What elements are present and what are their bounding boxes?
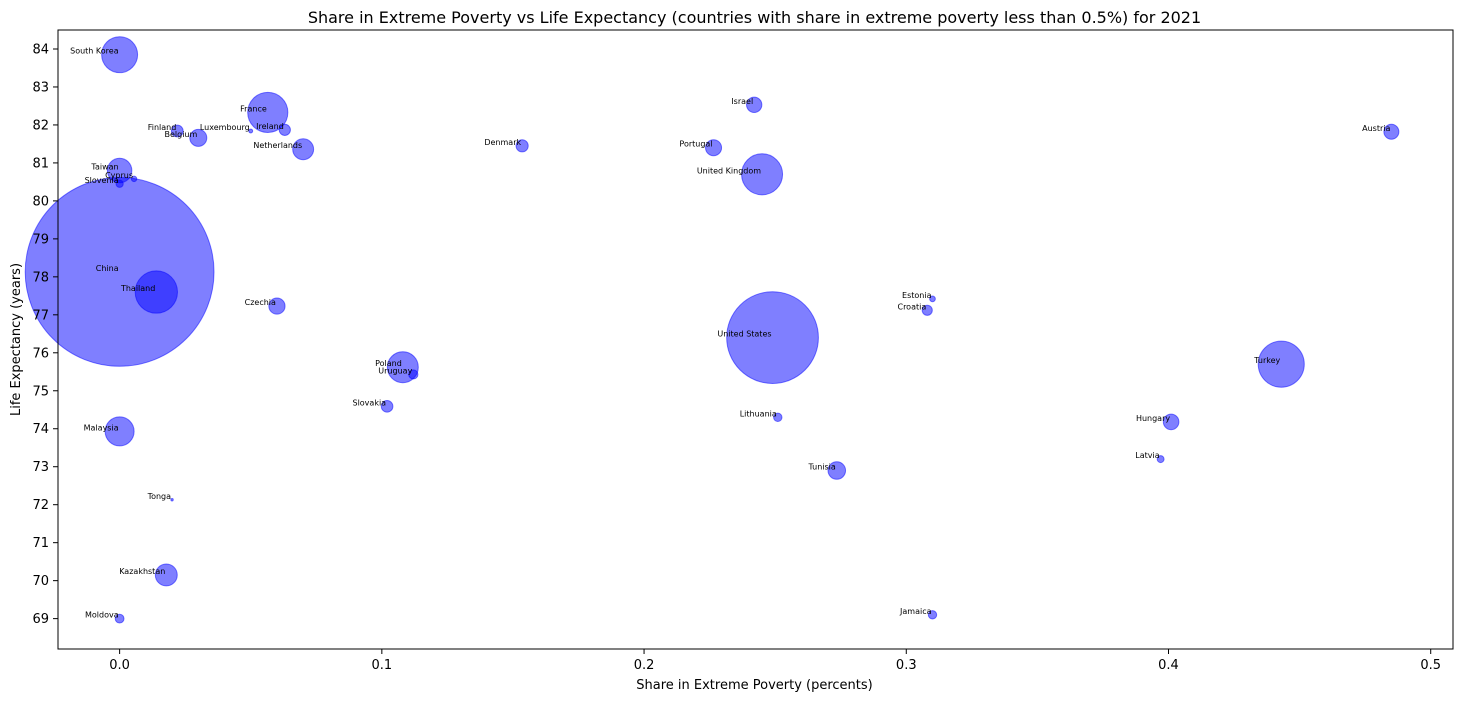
- point-finland: [170, 124, 184, 138]
- point-uruguay: [408, 369, 419, 380]
- y-tick-label: 75: [32, 384, 49, 399]
- point-label-moldova: Moldova: [85, 611, 119, 620]
- point-label-turkey: Turkey: [1253, 356, 1280, 365]
- point-label-poland: Poland: [375, 359, 402, 368]
- point-label-latvia: Latvia: [1135, 451, 1159, 460]
- point-united-kingdom: [741, 153, 784, 196]
- point-label-netherlands: Netherlands: [253, 141, 302, 150]
- y-tick-label: 70: [32, 574, 49, 589]
- point-united-states: [726, 291, 819, 384]
- point-slovakia: [380, 400, 394, 413]
- y-tick-label: 73: [32, 460, 49, 475]
- point-label-denmark: Denmark: [484, 138, 521, 147]
- point-lithuania: [773, 412, 783, 423]
- point-label-belgium: Belgium: [164, 130, 197, 139]
- point-label-slovakia: Slovakia: [352, 398, 386, 407]
- point-label-taiwan: Taiwan: [90, 163, 118, 172]
- point-label-lithuania: Lithuania: [740, 409, 777, 418]
- point-label-israel: Israel: [731, 97, 753, 106]
- point-ireland: [278, 123, 291, 136]
- y-tick-label: 74: [32, 422, 49, 437]
- y-tick-label: 78: [32, 270, 49, 285]
- y-tick-label: 80: [32, 194, 49, 209]
- x-tick-label: 0.3: [896, 658, 917, 673]
- point-label-south-korea: South Korea: [70, 47, 119, 56]
- point-label-france: France: [240, 104, 267, 113]
- point-label-malaysia: Malaysia: [84, 423, 119, 432]
- point-tunisia: [827, 461, 847, 480]
- point-croatia: [921, 304, 933, 316]
- point-latvia: [1156, 455, 1165, 464]
- point-south-korea: [101, 36, 139, 74]
- x-axis: 0.0 0.1 0.2 0.3 0.4 0.5: [109, 649, 1441, 673]
- point-tonga: [170, 498, 174, 502]
- plot-frame: [57, 29, 1454, 650]
- point-label-austria: Austria: [1362, 124, 1390, 133]
- point-malaysia: [104, 416, 135, 447]
- point-austria: [1383, 123, 1400, 140]
- point-belgium: [189, 128, 208, 147]
- x-tick-label: 0.2: [634, 658, 655, 673]
- chart-title: Share in Extreme Poverty vs Life Expecta…: [308, 8, 1201, 27]
- point-turkey: [1257, 340, 1305, 388]
- point-portugal: [705, 139, 723, 157]
- point-luxembourg: [248, 128, 254, 134]
- point-label-tunisia: Tunisia: [807, 463, 835, 472]
- point-label-uruguay: Uruguay: [378, 366, 412, 375]
- point-label-united-kingdom: United Kingdom: [697, 166, 761, 175]
- point-china: [24, 177, 215, 367]
- y-tick-label: 81: [32, 156, 49, 171]
- point-label-hungary: Hungary: [1136, 414, 1170, 423]
- point-moldova: [114, 613, 125, 624]
- point-label-croatia: Croatia: [897, 302, 926, 311]
- point-label-portugal: Portugal: [679, 140, 712, 149]
- y-tick-label: 83: [32, 80, 49, 95]
- point-label-cyprus: Cyprus: [105, 171, 133, 180]
- point-czechia: [268, 297, 286, 315]
- points-layer: [24, 36, 1400, 624]
- point-label-thailand: Thailand: [120, 284, 155, 293]
- point-label-estonia: Estonia: [902, 291, 932, 300]
- y-tick-label: 82: [32, 118, 49, 133]
- point-france: [247, 91, 289, 133]
- point-label-luxembourg: Luxembourg: [200, 123, 250, 132]
- y-axis-label: Life Expectancy (years): [9, 263, 24, 416]
- x-tick-label: 0.5: [1420, 658, 1441, 673]
- point-label-united-states: United States: [717, 330, 771, 339]
- point-israel: [746, 96, 763, 113]
- y-tick-label: 77: [32, 308, 49, 323]
- point-estonia: [929, 295, 936, 303]
- point-label-tonga: Tonga: [147, 492, 172, 501]
- point-hungary: [1162, 413, 1180, 431]
- point-label-slovenia: Slovenia: [85, 176, 119, 185]
- y-tick-label: 76: [32, 346, 49, 361]
- y-tick-label: 72: [32, 498, 49, 513]
- x-tick-label: 0.4: [1158, 658, 1179, 673]
- point-label-jamaica: Jamaica: [899, 607, 932, 616]
- point-thailand: [134, 270, 178, 314]
- point-label-ireland: Ireland: [256, 122, 284, 131]
- y-tick-label: 71: [32, 536, 49, 551]
- y-tick-label: 84: [32, 42, 49, 57]
- point-label-czechia: Czechia: [245, 298, 276, 307]
- point-label-kazakhstan: Kazakhstan: [119, 567, 165, 576]
- point-label-china: China: [96, 264, 119, 273]
- point-kazakhstan: [154, 563, 178, 587]
- x-tick-label: 0.1: [371, 658, 392, 673]
- point-label-finland: Finland: [148, 123, 177, 132]
- x-axis-label: Share in Extreme Poverty (percents): [636, 678, 872, 693]
- x-tick-label: 0.0: [109, 658, 130, 673]
- y-tick-label: 79: [32, 232, 49, 247]
- point-denmark: [515, 139, 529, 153]
- point-labels-layer: South Korea France Finland Luxembourg Irelan…: [70, 47, 1390, 620]
- point-netherlands: [292, 138, 315, 161]
- y-tick-label: 69: [32, 612, 49, 627]
- point-jamaica: [927, 610, 938, 620]
- y-axis: 69 70 71 72 73 74 75 76 77 78 79 80 81 82 83 84: [32, 42, 58, 627]
